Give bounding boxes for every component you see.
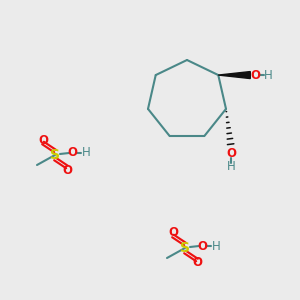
Text: H: H — [82, 146, 90, 160]
Text: O: O — [38, 134, 48, 146]
Text: O: O — [226, 147, 236, 161]
Text: O: O — [250, 69, 260, 82]
Text: O: O — [197, 239, 207, 253]
Text: O: O — [192, 256, 202, 269]
Text: O: O — [168, 226, 178, 239]
Text: H: H — [226, 160, 236, 173]
Text: S: S — [50, 148, 60, 162]
Text: H: H — [264, 69, 273, 82]
Text: O: O — [67, 146, 77, 160]
Text: O: O — [62, 164, 72, 176]
Text: S: S — [180, 241, 190, 255]
Polygon shape — [218, 72, 250, 79]
Text: H: H — [212, 239, 220, 253]
